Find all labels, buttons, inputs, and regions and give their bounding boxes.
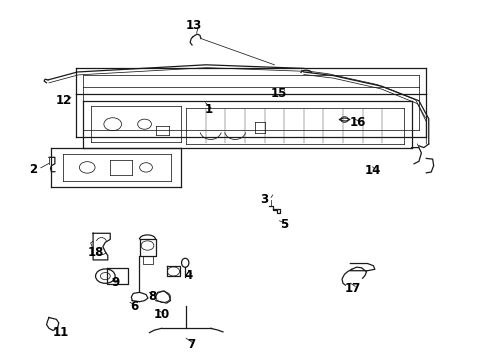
Text: 15: 15 <box>271 87 288 100</box>
Text: 3: 3 <box>261 193 269 206</box>
Text: 17: 17 <box>344 282 361 294</box>
Text: 10: 10 <box>153 309 170 321</box>
Text: 14: 14 <box>364 165 381 177</box>
Text: 6: 6 <box>131 300 139 313</box>
Text: 16: 16 <box>349 116 366 129</box>
Text: 13: 13 <box>185 19 202 32</box>
Text: 5: 5 <box>280 219 288 231</box>
Text: 18: 18 <box>87 246 104 258</box>
Text: 11: 11 <box>53 327 70 339</box>
Text: 4: 4 <box>185 269 193 282</box>
Text: 9: 9 <box>111 276 119 289</box>
Text: 2: 2 <box>29 163 37 176</box>
Text: 12: 12 <box>55 94 72 107</box>
Text: 8: 8 <box>148 291 156 303</box>
Text: 1: 1 <box>204 103 212 116</box>
Text: 7: 7 <box>187 338 195 351</box>
